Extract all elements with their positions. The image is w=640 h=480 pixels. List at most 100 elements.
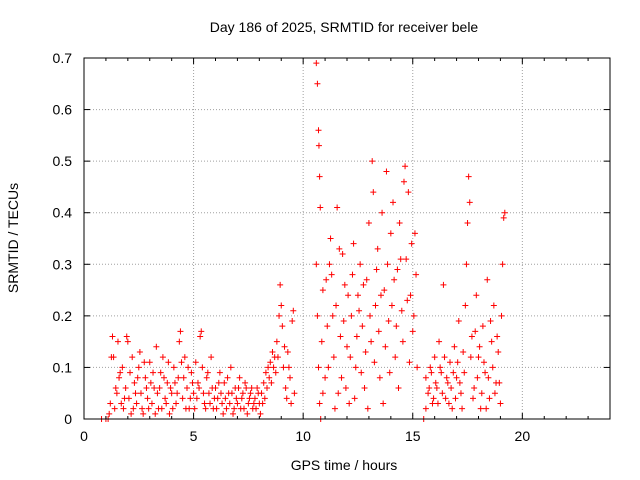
data-point	[449, 405, 456, 412]
y-tick-label: 0.2	[53, 308, 73, 324]
data-point	[230, 410, 237, 417]
data-point	[345, 292, 352, 299]
y-tick-label: 0	[64, 411, 72, 427]
data-point	[359, 323, 366, 330]
data-point	[490, 302, 497, 309]
data-point	[136, 348, 143, 355]
data-point	[169, 405, 176, 412]
data-point	[334, 204, 341, 211]
data-point	[215, 379, 222, 386]
data-point	[224, 374, 231, 381]
data-point	[171, 379, 178, 386]
axis-ticks: 0 5 10 15 20 0 0.1 0.2 0.3 0.4 0.5 0.6 0.7	[53, 50, 610, 444]
data-point	[347, 354, 354, 361]
data-point	[154, 390, 161, 397]
data-point	[427, 364, 434, 371]
data-point	[205, 390, 212, 397]
data-point	[360, 281, 367, 288]
data-point	[386, 369, 393, 376]
data-point	[167, 385, 174, 392]
data-point	[190, 390, 197, 397]
data-point	[354, 292, 361, 299]
x-tick-label: 20	[515, 428, 531, 444]
data-point	[484, 276, 491, 283]
data-point	[285, 364, 292, 371]
data-point	[376, 374, 383, 381]
data-point	[339, 250, 346, 257]
data-point	[483, 405, 490, 412]
data-point	[187, 395, 194, 402]
data-point	[377, 292, 384, 299]
data-point	[358, 369, 365, 376]
data-point	[233, 395, 240, 402]
data-point	[350, 240, 357, 247]
data-point	[375, 328, 382, 335]
data-point	[463, 261, 470, 268]
data-point	[331, 405, 338, 412]
data-point	[494, 333, 501, 340]
data-point	[422, 405, 429, 412]
data-point	[231, 405, 238, 412]
data-point	[257, 410, 264, 417]
data-point	[349, 271, 356, 278]
data-point	[283, 395, 290, 402]
data-point	[166, 410, 173, 417]
data-point	[443, 374, 450, 381]
data-point	[139, 405, 146, 412]
data-points	[98, 60, 508, 422]
data-point	[408, 240, 415, 247]
data-point	[277, 281, 284, 288]
data-point	[269, 348, 276, 355]
data-point	[188, 369, 195, 376]
data-point	[242, 379, 249, 386]
data-point	[479, 323, 486, 330]
data-point	[274, 354, 281, 361]
data-point	[272, 369, 279, 376]
data-point	[116, 374, 123, 381]
data-point	[352, 364, 359, 371]
data-point	[470, 395, 477, 402]
data-point	[374, 245, 381, 252]
data-point	[135, 364, 142, 371]
data-point	[157, 369, 164, 376]
y-axis-label: SRMTID / TECUs	[5, 183, 21, 293]
data-point	[462, 302, 469, 309]
data-point	[110, 354, 117, 361]
data-point	[407, 292, 414, 299]
data-point	[142, 374, 149, 381]
data-point	[121, 395, 128, 402]
data-point	[422, 374, 429, 381]
data-point	[394, 266, 401, 273]
data-point	[111, 405, 118, 412]
data-point	[425, 390, 432, 397]
data-point	[315, 364, 322, 371]
data-point	[176, 338, 183, 345]
data-point	[453, 374, 460, 381]
data-point	[391, 276, 398, 283]
data-point	[246, 395, 253, 402]
data-point	[173, 400, 180, 407]
data-point	[219, 400, 226, 407]
data-point	[468, 333, 475, 340]
data-point	[199, 364, 206, 371]
data-point	[369, 158, 376, 165]
data-point	[335, 390, 342, 397]
data-point	[488, 338, 495, 345]
data-point	[392, 354, 399, 361]
data-point	[499, 261, 506, 268]
data-point	[498, 312, 505, 319]
data-point	[193, 395, 200, 402]
data-point	[160, 374, 167, 381]
data-point	[127, 369, 134, 376]
data-point	[117, 369, 124, 376]
data-point	[287, 374, 294, 381]
data-point	[454, 359, 461, 366]
data-point	[384, 261, 391, 268]
data-point	[316, 173, 323, 180]
data-point	[455, 318, 462, 325]
data-point	[114, 338, 121, 345]
data-point	[444, 379, 451, 386]
data-point	[452, 395, 459, 402]
data-point	[200, 390, 207, 397]
data-point	[363, 276, 370, 283]
